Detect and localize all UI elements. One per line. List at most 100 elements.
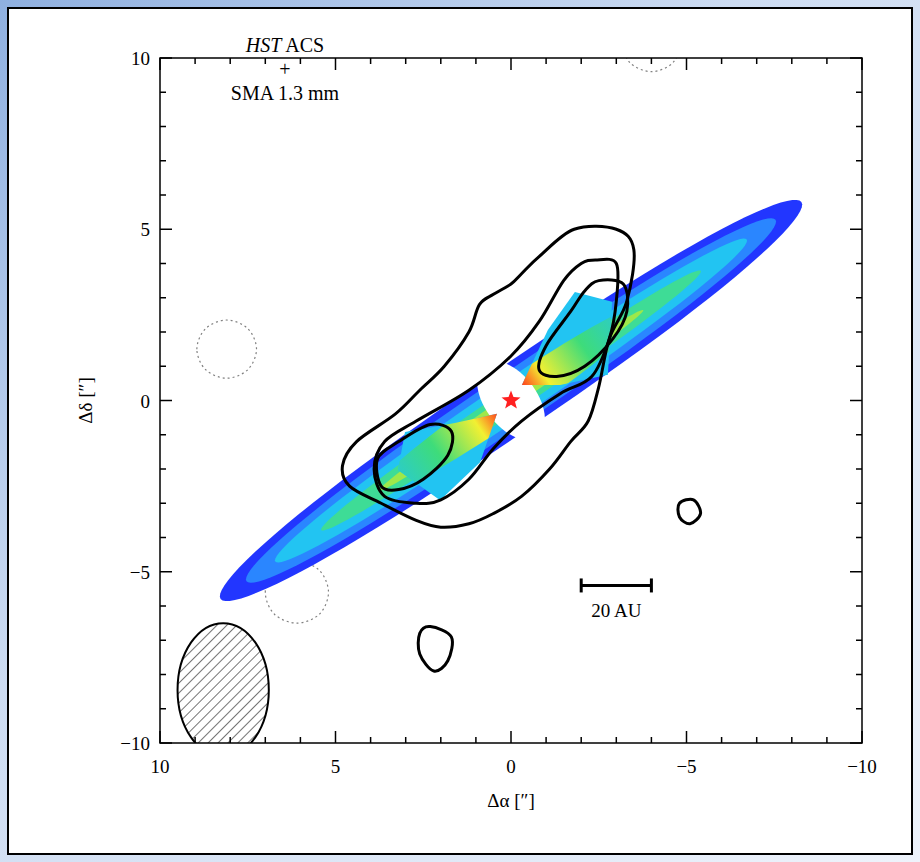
contour [418, 626, 452, 671]
title-line: HST ACS [245, 34, 324, 56]
y-tick-label: 10 [131, 48, 150, 69]
x-tick [510, 731, 512, 743]
title-rest: ACS [281, 34, 324, 56]
y-tick [160, 297, 166, 299]
y-tick [160, 57, 172, 59]
scale-bar [581, 578, 651, 592]
y-tick-right [856, 297, 862, 299]
y-tick-right [850, 400, 862, 402]
x-tick-label: −5 [676, 756, 696, 777]
contour [376, 424, 452, 490]
contour [539, 280, 628, 377]
x-tick-top [861, 58, 863, 70]
title-italic: HST [245, 34, 283, 56]
y-tick-right [856, 674, 862, 676]
x-tick-top [300, 58, 302, 64]
y-tick [160, 571, 172, 573]
x-tick-top [616, 58, 618, 64]
y-tick [160, 126, 166, 128]
y-tick-right [856, 605, 862, 607]
scale-bar-end [580, 578, 583, 592]
y-tick-right [856, 160, 862, 162]
y-axis-title: Δδ [″] [75, 377, 96, 424]
y-tick [160, 263, 166, 265]
y-tick [160, 229, 172, 231]
y-tick [160, 92, 166, 94]
x-tick-top [335, 58, 337, 70]
y-tick-label: −5 [130, 562, 150, 583]
ticks [160, 58, 862, 743]
figure: 20 AU1050−5−10−10−50510Δα [″]Δδ [″]HST A… [0, 0, 920, 862]
y-tick-right [856, 708, 862, 710]
title-line: SMA 1.3 mm [231, 82, 340, 104]
panel [8, 8, 912, 854]
x-tick-label: 5 [331, 756, 341, 777]
x-tick [791, 737, 793, 743]
y-tick [160, 503, 166, 505]
x-tick-top [440, 58, 442, 64]
x-tick [721, 737, 723, 743]
x-tick-top [721, 58, 723, 64]
y-tick-right [850, 229, 862, 231]
y-tick-right [856, 468, 862, 470]
beam [178, 623, 269, 743]
x-tick-top [194, 58, 196, 64]
scale-bar-line [581, 584, 651, 587]
x-tick-top [370, 58, 372, 64]
x-tick-top [756, 58, 758, 64]
y-tick [160, 331, 166, 333]
disk-layer [321, 270, 701, 530]
x-tick-top [580, 58, 582, 64]
x-tick [651, 737, 653, 743]
x-tick [229, 737, 231, 743]
x-tick [756, 737, 758, 743]
y-tick [160, 708, 166, 710]
y-tick [160, 640, 166, 642]
x-tick [265, 737, 267, 743]
y-tick [160, 468, 166, 470]
y-tick [160, 742, 172, 744]
x-axis-title: Δα [″] [487, 790, 535, 811]
y-tick-right [856, 331, 862, 333]
negative-contour [623, 58, 679, 72]
y-tick [160, 537, 166, 539]
y-tick-right [850, 742, 862, 744]
contour [678, 499, 701, 524]
star-marker [501, 391, 520, 409]
y-tick [160, 366, 166, 368]
y-tick-right [856, 263, 862, 265]
y-tick-label: 0 [141, 391, 151, 412]
x-tick [686, 731, 688, 743]
scale-bar-label: 20 AU [591, 600, 641, 621]
scale-bar-end [650, 578, 653, 592]
y-tick-right [850, 57, 862, 59]
y-tick-right [856, 503, 862, 505]
x-tick-top [229, 58, 231, 64]
x-tick-label: 0 [506, 756, 516, 777]
y-tick [160, 674, 166, 676]
title-line: + [279, 58, 290, 80]
y-tick [160, 434, 166, 436]
y-tick-right [856, 434, 862, 436]
x-tick [405, 737, 407, 743]
y-tick-right [856, 537, 862, 539]
x-tick [300, 737, 302, 743]
x-tick [335, 731, 337, 743]
hst-image [220, 200, 802, 601]
x-tick [545, 737, 547, 743]
y-tick [160, 605, 166, 607]
x-tick-top [510, 58, 512, 70]
y-tick-right [856, 92, 862, 94]
y-tick-right [856, 366, 862, 368]
contour [342, 226, 634, 527]
y-tick-right [856, 126, 862, 128]
x-tick-top [405, 58, 407, 64]
y-tick-label: −10 [120, 733, 150, 754]
plot-area [178, 58, 803, 743]
disk-layer [275, 239, 747, 563]
x-tick-top [686, 58, 688, 70]
y-tick-right [850, 571, 862, 573]
x-tick [475, 737, 477, 743]
x-tick-top [791, 58, 793, 64]
y-tick [160, 400, 172, 402]
